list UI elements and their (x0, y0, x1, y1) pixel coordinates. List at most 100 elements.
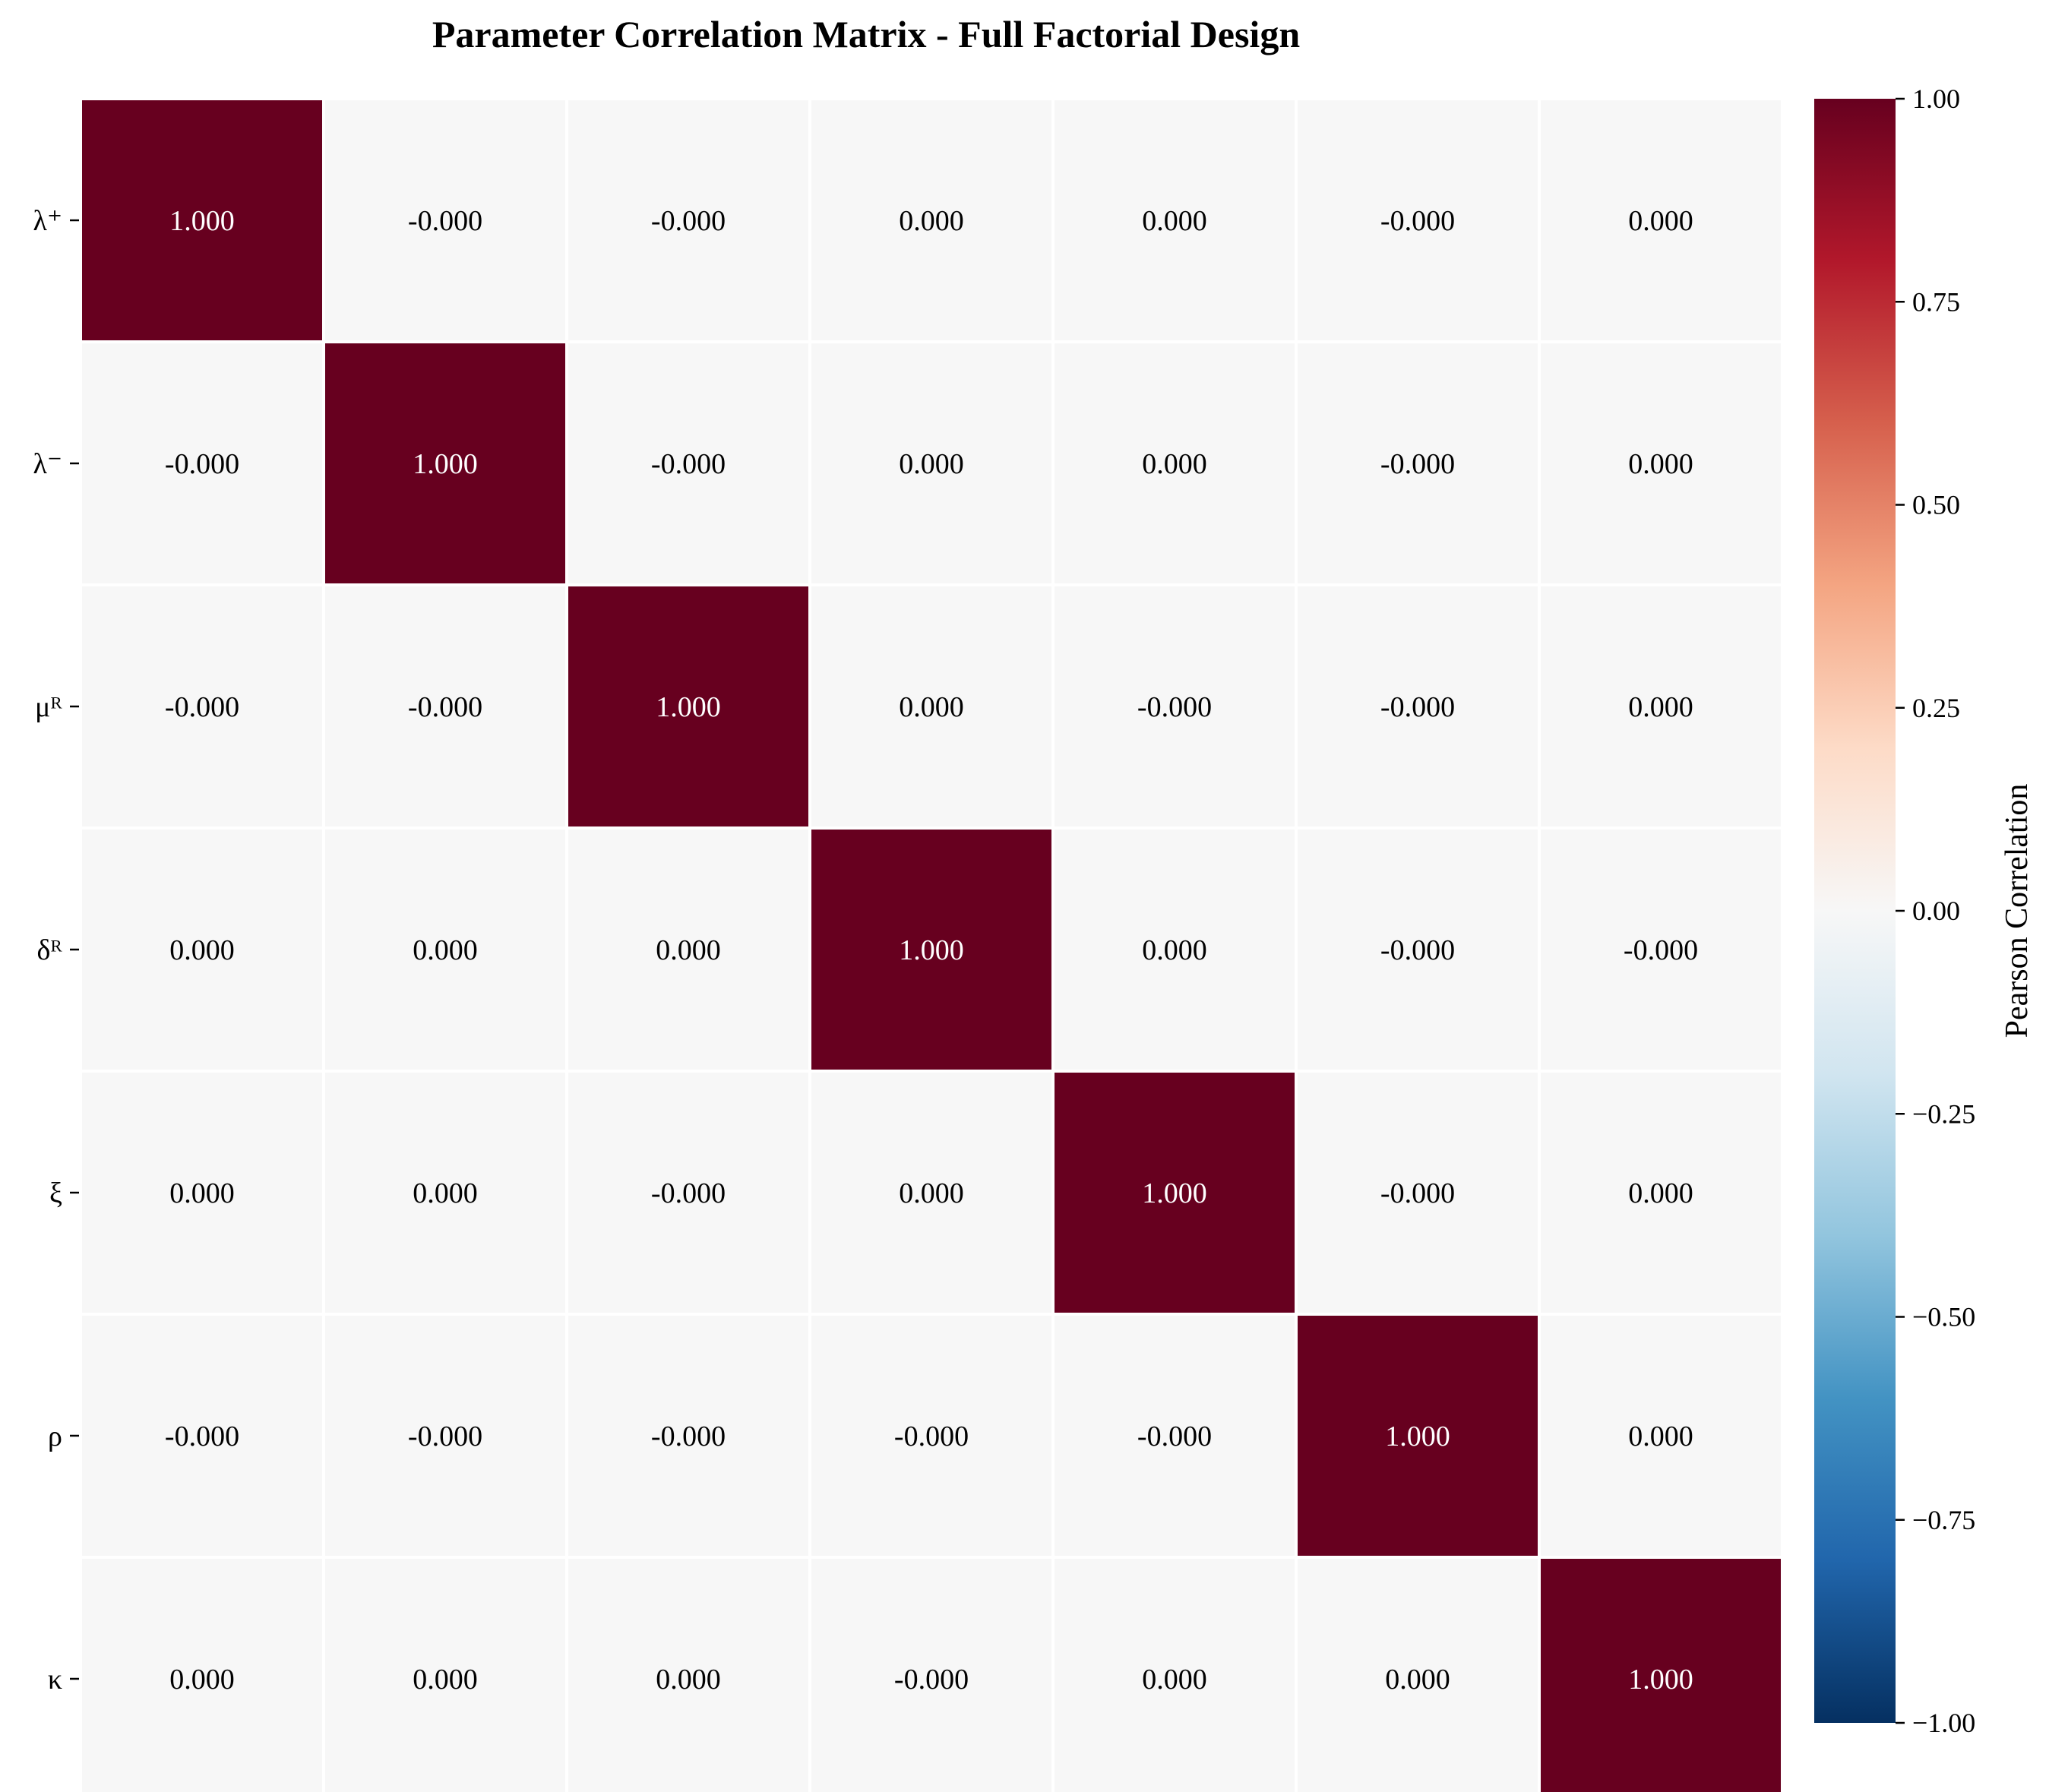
heatmap-cell-r5-c4 (1055, 1316, 1295, 1556)
heatmap-cell-r4-c4 (1055, 1073, 1295, 1313)
cell-value-label-r5-c3: -0.000 (894, 1421, 969, 1452)
heatmap-cell-r4-c0 (82, 1073, 322, 1313)
heatmap-cell-r3-c5 (1298, 830, 1538, 1070)
cell-value-label-r0-c6: 0.000 (1628, 205, 1693, 237)
heatmap-cell-r6-c3 (811, 1559, 1051, 1792)
heatmap-cell-r6-c2 (568, 1559, 808, 1792)
heatmap-cell-r3-c1 (325, 830, 565, 1070)
heatmap-cell-r5-c6 (1541, 1316, 1781, 1556)
cell-value-label-r6-c6: 1.000 (1628, 1664, 1693, 1696)
cell-value-label-r4-c4: 1.000 (1142, 1177, 1207, 1209)
heatmap-cell-r1-c0 (82, 343, 322, 583)
cell-value-label-r4-c1: 0.000 (413, 1177, 478, 1209)
cell-value-label-r1-c3: 0.000 (899, 448, 964, 480)
colorbar-scale (1814, 99, 1896, 1723)
cell-value-label-r6-c0: 0.000 (169, 1664, 235, 1696)
heatmap-cell-r1-c5 (1298, 343, 1538, 583)
heatmap-cell-r6-c4 (1055, 1559, 1295, 1792)
cell-value-label-r1-c2: -0.000 (651, 448, 726, 480)
heatmap-cell-r5-c2 (568, 1316, 808, 1556)
cell-value-label-r1-c1: 1.000 (413, 448, 478, 480)
cell-value-label-r0-c3: 0.000 (899, 205, 964, 237)
y-tick-label: μᴿ (35, 691, 62, 723)
cell-annotations: 1.000 -0.000 -0.000 0.000 0.000 -0.000 0.000 -0… (165, 205, 1698, 1696)
colorbar: 1.00 0.75 0.50 0.25 0.00 −0.25 −0.50 −0.75 −1.00… (1814, 84, 2035, 1738)
heatmap-cell-r6-c6 (1541, 1559, 1781, 1792)
colorbar-tick-label: 0.50 (1912, 490, 1960, 520)
heatmap-cell-r3-c3 (811, 830, 1051, 1070)
cell-value-label-r6-c3: -0.000 (894, 1664, 969, 1696)
colorbar-label: Pearson Correlation (2000, 784, 2035, 1038)
cell-value-label-r1-c5: -0.000 (1380, 448, 1455, 480)
heatmap-cell-r5-c0 (82, 1316, 322, 1556)
heatmap-cell-r1-c1 (325, 343, 565, 583)
heatmap-cell-r1-c6 (1541, 343, 1781, 583)
cell-value-label-r1-c0: -0.000 (165, 448, 239, 480)
cell-value-label-r0-c2: -0.000 (651, 205, 726, 237)
heatmap-cell-r1-c3 (811, 343, 1051, 583)
y-tick-label: λ⁻ (33, 448, 62, 480)
heatmap-cell-r0-c3 (811, 100, 1051, 340)
y-tick-label: ρ (48, 1421, 62, 1452)
heatmap-cell-r2-c2 (568, 586, 808, 826)
heatmap-cell-r0-c0 (82, 100, 322, 340)
cell-value-label-r6-c1: 0.000 (413, 1664, 478, 1696)
heatmap-cell-r3-c4 (1055, 830, 1295, 1070)
cell-value-label-r4-c6: 0.000 (1628, 1177, 1693, 1209)
cell-value-label-r4-c5: -0.000 (1380, 1177, 1455, 1209)
colorbar-ticks: 1.00 0.75 0.50 0.25 0.00 −0.25 −0.50 −0.75 −1.00 (1896, 84, 1975, 1738)
cell-value-label-r5-c1: -0.000 (408, 1421, 482, 1452)
cell-value-label-r3-c3: 1.000 (899, 934, 964, 966)
y-tick-label: λ⁺ (33, 205, 62, 237)
y-tick-label: κ (48, 1664, 62, 1696)
cell-value-label-r3-c6: -0.000 (1624, 934, 1698, 966)
cell-value-label-r2-c2: 1.000 (656, 691, 721, 723)
cell-value-label-r2-c6: 0.000 (1628, 691, 1693, 723)
cell-value-label-r0-c0: 1.000 (169, 205, 235, 237)
heatmap-cell-r0-c1 (325, 100, 565, 340)
heatmap-cell-r0-c4 (1055, 100, 1295, 340)
colorbar-tick-label: 0.75 (1912, 286, 1960, 317)
heatmap-cell-r3-c0 (82, 830, 322, 1070)
cell-value-label-r5-c4: -0.000 (1137, 1421, 1212, 1452)
chart-title: Parameter Correlation Matrix - Full Fact… (432, 13, 1300, 55)
heatmap-cell-r4-c3 (811, 1073, 1051, 1313)
colorbar-tick-label: −0.50 (1912, 1302, 1975, 1332)
heatmap-cell-r1-c4 (1055, 343, 1295, 583)
colorbar-tick-label: 0.00 (1912, 896, 1960, 926)
cell-value-label-r0-c5: -0.000 (1380, 205, 1455, 237)
cell-value-label-r2-c0: -0.000 (165, 691, 239, 723)
heatmap-cell-r0-c6 (1541, 100, 1781, 340)
cell-value-label-r4-c2: -0.000 (651, 1177, 726, 1209)
colorbar-tick-label: 0.25 (1912, 693, 1960, 723)
cell-value-label-r5-c2: -0.000 (651, 1421, 726, 1452)
cell-value-label-r3-c2: 0.000 (656, 934, 721, 966)
heatmap-cell-r2-c1 (325, 586, 565, 826)
heatmap-cell-r3-c2 (568, 830, 808, 1070)
cell-value-label-r2-c1: -0.000 (408, 691, 482, 723)
cell-value-label-r6-c5: 0.000 (1385, 1664, 1450, 1696)
heatmap-grid (81, 99, 1782, 1792)
cell-value-label-r6-c2: 0.000 (656, 1664, 721, 1696)
heatmap-cell-r4-c1 (325, 1073, 565, 1313)
heatmap-cell-r2-c0 (82, 586, 322, 826)
cell-value-label-r3-c0: 0.000 (169, 934, 235, 966)
cell-value-label-r0-c4: 0.000 (1142, 205, 1207, 237)
cell-value-label-r2-c5: -0.000 (1380, 691, 1455, 723)
heatmap-cell-r4-c5 (1298, 1073, 1538, 1313)
cell-value-label-r5-c6: 0.000 (1628, 1421, 1693, 1452)
heatmap-cell-r5-c1 (325, 1316, 565, 1556)
heatmap-cell-r5-c3 (811, 1316, 1051, 1556)
cell-value-label-r1-c6: 0.000 (1628, 448, 1693, 480)
heatmap-cell-r6-c5 (1298, 1559, 1538, 1792)
cell-value-label-r5-c5: 1.000 (1385, 1421, 1450, 1452)
cell-value-label-r2-c4: -0.000 (1137, 691, 1212, 723)
y-tick-label: ξ (49, 1177, 62, 1209)
heatmap-cell-r6-c1 (325, 1559, 565, 1792)
cell-value-label-r4-c0: 0.000 (169, 1177, 235, 1209)
cell-value-label-r6-c4: 0.000 (1142, 1664, 1207, 1696)
y-axis: λ⁺ λ⁻ μᴿ δᴿ ξ ρ κ (33, 205, 79, 1696)
heatmap-cell-r3-c6 (1541, 830, 1781, 1070)
heatmap-cell-r4-c2 (568, 1073, 808, 1313)
